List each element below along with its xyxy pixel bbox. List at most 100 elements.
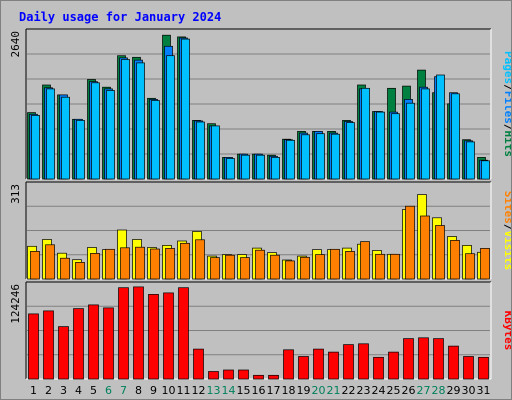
bar-kbytes-day-29 bbox=[448, 345, 459, 380]
bar-pages-day-6 bbox=[106, 90, 115, 180]
x-tick-day-28: 28 bbox=[432, 384, 446, 397]
bar-kbytes-day-15 bbox=[238, 369, 249, 380]
bar-pages-day-1 bbox=[31, 115, 40, 180]
bar-sites-day-11 bbox=[180, 242, 190, 280]
y-max-label: 2640 bbox=[9, 31, 22, 58]
bar-sites-day-6 bbox=[105, 248, 115, 280]
bar-kbytes-day-13 bbox=[208, 371, 219, 380]
x-tick-day-2: 2 bbox=[45, 384, 52, 397]
bar-sites-day-12 bbox=[195, 239, 205, 280]
bar-kbytes-day-20 bbox=[313, 348, 324, 380]
legend-separator: / bbox=[502, 224, 511, 231]
bar-sites-day-4 bbox=[75, 262, 85, 280]
bar-pages-day-18 bbox=[286, 139, 295, 180]
bar-kbytes-day-12 bbox=[193, 348, 204, 380]
bar-sites-day-27 bbox=[420, 215, 430, 280]
bar-kbytes-day-18 bbox=[283, 349, 294, 380]
x-tick-day-1: 1 bbox=[30, 384, 37, 397]
bar-pages-day-5 bbox=[91, 82, 100, 180]
x-tick-day-7: 7 bbox=[120, 384, 127, 397]
x-tick-day-3: 3 bbox=[60, 384, 67, 397]
bar-pages-day-10 bbox=[166, 55, 175, 180]
bar-pages-day-11 bbox=[181, 38, 190, 180]
bar-sites-day-18 bbox=[285, 260, 295, 280]
x-tick-day-27: 27 bbox=[417, 384, 431, 397]
bar-sites-day-7 bbox=[120, 247, 130, 280]
bar-kbytes-day-23 bbox=[358, 343, 369, 380]
x-tick-day-17: 17 bbox=[267, 384, 281, 397]
bar-sites-day-29 bbox=[450, 240, 460, 280]
bar-pages-day-15 bbox=[241, 154, 250, 180]
legend-item-files: Files bbox=[502, 91, 511, 124]
bar-kbytes-day-10 bbox=[163, 292, 174, 380]
bar-pages-day-16 bbox=[256, 154, 265, 180]
bar-sites-day-23 bbox=[360, 241, 370, 280]
legend-separator: / bbox=[502, 84, 511, 91]
bar-pages-day-8 bbox=[136, 62, 145, 180]
x-tick-day-11: 11 bbox=[177, 384, 191, 397]
x-tick-day-20: 20 bbox=[312, 384, 326, 397]
bar-kbytes-day-26 bbox=[403, 338, 414, 380]
bar-sites-day-15 bbox=[240, 257, 250, 280]
x-tick-day-14: 14 bbox=[222, 384, 236, 397]
legend-hits-files-pages: Pages/Files/Hits bbox=[502, 51, 511, 157]
bar-pages-day-13 bbox=[211, 125, 220, 180]
bar-kbytes-day-7 bbox=[118, 287, 129, 380]
legend-item-hits: Hits bbox=[502, 131, 511, 158]
x-tick-day-16: 16 bbox=[252, 384, 266, 397]
x-tick-day-6: 6 bbox=[105, 384, 112, 397]
bar-pages-day-7 bbox=[121, 59, 130, 180]
x-tick-day-10: 10 bbox=[162, 384, 176, 397]
legend-item-visits: Visits bbox=[502, 231, 511, 271]
bar-kbytes-day-9 bbox=[148, 294, 159, 380]
bar-sites-day-19 bbox=[300, 256, 310, 280]
legend-item-kbytes: KBytes bbox=[502, 311, 511, 351]
bar-sites-day-1 bbox=[30, 251, 40, 280]
bar-sites-day-30 bbox=[465, 253, 475, 280]
bar-pages-day-22 bbox=[346, 122, 355, 180]
y-max-label: 124246 bbox=[9, 284, 22, 324]
bar-pages-day-27 bbox=[421, 88, 430, 180]
x-tick-day-12: 12 bbox=[192, 384, 206, 397]
bar-sites-day-2 bbox=[45, 244, 55, 280]
x-tick-day-30: 30 bbox=[462, 384, 476, 397]
x-tick-day-9: 9 bbox=[150, 384, 157, 397]
bar-kbytes-day-2 bbox=[43, 310, 54, 380]
bar-sites-day-8 bbox=[135, 246, 145, 280]
bar-sites-day-28 bbox=[435, 225, 445, 280]
bar-kbytes-day-8 bbox=[133, 286, 144, 380]
bar-sites-day-24 bbox=[375, 253, 385, 280]
bar-pages-day-4 bbox=[76, 120, 85, 180]
x-tick-day-24: 24 bbox=[372, 384, 386, 397]
x-tick-day-4: 4 bbox=[75, 384, 82, 397]
bar-sites-day-22 bbox=[345, 251, 355, 280]
bar-pages-day-24 bbox=[376, 111, 385, 180]
bar-kbytes-day-6 bbox=[103, 307, 114, 380]
x-tick-day-22: 22 bbox=[342, 384, 356, 397]
bar-sites-day-21 bbox=[330, 248, 340, 280]
legend-visits-sites: Sites/Visits bbox=[502, 191, 511, 271]
bar-kbytes-day-4 bbox=[73, 308, 84, 380]
x-tick-day-26: 26 bbox=[402, 384, 416, 397]
x-tick-day-13: 13 bbox=[207, 384, 221, 397]
bar-sites-day-13 bbox=[210, 257, 220, 280]
y-max-label: 313 bbox=[9, 184, 22, 204]
bar-pages-day-23 bbox=[361, 87, 370, 180]
bar-pages-day-17 bbox=[271, 157, 280, 180]
bar-pages-day-20 bbox=[316, 133, 325, 180]
bar-kbytes-day-30 bbox=[463, 356, 474, 380]
bar-pages-day-9 bbox=[151, 100, 160, 180]
bar-sites-day-16 bbox=[255, 249, 265, 280]
bar-sites-day-10 bbox=[165, 248, 175, 280]
bar-kbytes-day-1 bbox=[28, 313, 39, 380]
bar-kbytes-day-3 bbox=[58, 326, 69, 380]
x-tick-day-31: 31 bbox=[477, 384, 491, 397]
bar-sites-day-17 bbox=[270, 254, 280, 280]
legend-item-pages: Pages bbox=[502, 51, 511, 84]
x-tick-day-18: 18 bbox=[282, 384, 296, 397]
bar-kbytes-day-21 bbox=[328, 351, 339, 380]
bar-sites-day-26 bbox=[405, 205, 415, 280]
bar-pages-day-25 bbox=[391, 113, 400, 180]
x-tick-day-21: 21 bbox=[327, 384, 341, 397]
x-tick-day-29: 29 bbox=[447, 384, 461, 397]
